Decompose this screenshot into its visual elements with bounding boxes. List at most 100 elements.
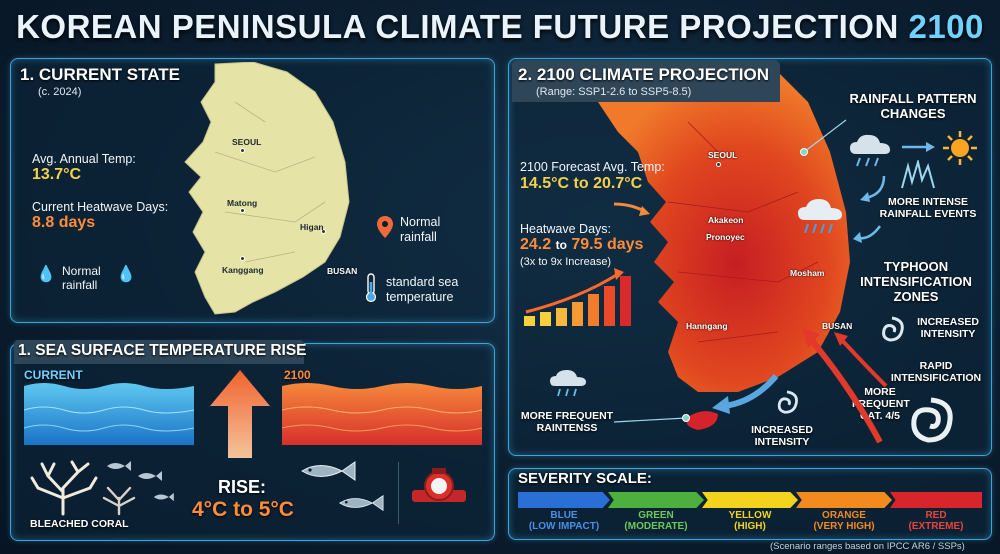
severity-label-blue: BLUE (LOW IMPACT) bbox=[514, 510, 614, 532]
rise-value: 4°C to 5°C bbox=[192, 498, 294, 521]
p-city-dot-seoul bbox=[716, 162, 721, 167]
title-year: 2100 bbox=[908, 8, 984, 45]
heatwave-label: Current Heatwave Days: bbox=[32, 200, 169, 214]
avg-temp-label: Avg. Annual Temp: bbox=[32, 152, 136, 166]
coral-small-icon bbox=[102, 486, 136, 516]
severity-bar-green bbox=[608, 492, 704, 508]
pointer-line-2 bbox=[613, 414, 690, 423]
bleached-coral-icon bbox=[30, 460, 98, 516]
arrow-to-map-icon bbox=[613, 202, 650, 216]
tuna-fish-icon-2 bbox=[338, 494, 384, 512]
city-dot-kanggang bbox=[240, 256, 245, 261]
curved-arrow-icon-2 bbox=[853, 225, 882, 243]
heatwave-days-value: 24.2 to 79.5 days bbox=[520, 236, 643, 254]
city-higan: Higan bbox=[300, 222, 324, 232]
severity-name-orange: ORANGE bbox=[822, 510, 866, 521]
city-busan: BUSAN bbox=[327, 266, 358, 276]
projection-tab bbox=[512, 60, 780, 102]
thermometer-icon bbox=[365, 273, 377, 303]
heatwave-high: 79.5 days bbox=[571, 236, 644, 253]
severity-name-yellow: YELLOW bbox=[728, 510, 772, 521]
forecast-temp-value: 14.5°C to 20.7°C bbox=[520, 175, 643, 192]
normal-rainfall-label-2: Normal rainfall bbox=[400, 215, 441, 244]
current-map bbox=[184, 62, 350, 315]
raindrop-icon-2: 💧 bbox=[116, 266, 136, 283]
p-city-pronoyec: Pronoyec bbox=[706, 232, 745, 242]
p-city-busan: BUSAN bbox=[822, 321, 853, 331]
heatwave-to: to bbox=[555, 238, 567, 252]
fish-icon-small-3 bbox=[153, 492, 174, 502]
severity-desc-green: (MODERATE) bbox=[624, 521, 688, 532]
projection-title: 2. 2100 CLIMATE PROJECTION bbox=[518, 65, 769, 84]
sea-surface-tab bbox=[14, 340, 304, 364]
sun-icon bbox=[943, 131, 977, 165]
rise-arrow-icon bbox=[210, 370, 270, 458]
severity-label-orange: ORANGE (VERY HIGH) bbox=[794, 510, 894, 532]
current-state-title: 1. CURRENT STATE bbox=[20, 65, 180, 84]
normal-rainfall-label: Normal rainfall bbox=[62, 264, 101, 293]
p-city-akakeon: Akakeon bbox=[708, 215, 744, 225]
sea-temp-label: standard sea temperature bbox=[386, 275, 459, 304]
current-sea-label: CURRENT bbox=[24, 368, 83, 382]
severity-desc-red: (EXTREME) bbox=[908, 521, 964, 532]
severity-label-green: GREEN (MODERATE) bbox=[606, 510, 706, 532]
severity-title: SEVERITY SCALE: bbox=[518, 470, 652, 487]
bleached-coral-label: BLEACHED CORAL bbox=[30, 518, 129, 530]
fish-icon-small-1 bbox=[107, 461, 131, 471]
lightning-bolt-icon bbox=[901, 160, 935, 189]
intense-rainfall-label: MORE INTENSE RAINFALL EVENTS bbox=[879, 196, 977, 221]
heatwave-days-label: Heatwave Days: bbox=[520, 222, 612, 236]
city-dot-higan bbox=[321, 229, 326, 234]
severity-name-blue: BLUE bbox=[550, 510, 578, 521]
severity-bar-blue bbox=[518, 492, 610, 508]
heatwave-low: 24.2 bbox=[520, 236, 552, 253]
severity-label-yellow: YELLOW (HIGH) bbox=[700, 510, 800, 532]
raindrop-icon: 💧 bbox=[36, 266, 56, 283]
water-meter-icon bbox=[412, 468, 466, 502]
severity-name-red: RED bbox=[925, 510, 947, 521]
rain-cloud-icon-2 bbox=[550, 370, 586, 397]
current-state-subtitle: (c. 2024) bbox=[38, 86, 82, 98]
severity-name-green: GREEN bbox=[638, 510, 674, 521]
location-pin-icon bbox=[377, 216, 393, 238]
p-city-mosham: Mosham bbox=[790, 268, 825, 278]
pointer-line bbox=[800, 119, 847, 156]
blue-arrow-icon bbox=[712, 374, 779, 414]
tuna-fish-icon bbox=[301, 461, 356, 481]
p-city-seoul: SEOUL bbox=[708, 150, 738, 160]
city-dot-seoul bbox=[240, 148, 245, 153]
severity-bar-yellow bbox=[702, 492, 798, 508]
arrow-right-icon bbox=[902, 142, 935, 152]
fish-icon-small-2 bbox=[138, 471, 162, 481]
red-arrow-icon bbox=[802, 328, 888, 444]
typhoon-heading: TYPHOON INTENSIFICATION ZONES bbox=[860, 259, 972, 304]
projection-map bbox=[598, 72, 850, 430]
typhoon-icon-small bbox=[882, 316, 904, 342]
severity-desc-yellow: (HIGH) bbox=[734, 521, 766, 532]
p-city-hanngang: Hanngang bbox=[686, 321, 728, 331]
title-text: KOREAN PENINSULA CLIMATE FUTURE PROJECTI… bbox=[16, 8, 899, 45]
increased-intensity-label: INCREASED INTENSITY bbox=[917, 316, 979, 341]
avg-temp-value: 13.7°C bbox=[32, 166, 82, 183]
rainfall-heading: RAINFALL PATTERN CHANGES bbox=[849, 91, 977, 121]
more-frequent-cat-label: MORE FREQUENT CAT. 4/5 bbox=[852, 386, 910, 423]
severity-desc-blue: (LOW IMPACT) bbox=[528, 521, 600, 532]
heatwave-note: (3x to 9x Increase) bbox=[520, 256, 612, 268]
sea-divider bbox=[398, 462, 399, 524]
sea-surface-title: 1. SEA SURFACE TEMPERATURE RISE bbox=[18, 342, 307, 359]
rise-label: RISE: bbox=[217, 477, 266, 497]
current-sea-swatch bbox=[24, 383, 194, 445]
more-frequent-rain-label: MORE FREQUENT RAINTENSS bbox=[520, 410, 614, 435]
future-sea-swatch bbox=[282, 383, 482, 445]
city-matong: Matong bbox=[227, 198, 258, 208]
heatwave-value: 8.8 days bbox=[32, 214, 96, 231]
typhoon-icon-large bbox=[911, 397, 953, 443]
city-kanggang: Kanggang bbox=[222, 265, 264, 275]
forecast-temp-label: 2100 Forecast Avg. Temp: bbox=[520, 160, 665, 174]
severity-desc-orange: (VERY HIGH) bbox=[813, 521, 875, 532]
footnote: (Scenario ranges based on IPCC AR6 / SSP… bbox=[770, 541, 965, 552]
storm-cloud-icon bbox=[798, 199, 842, 234]
curved-arrow-icon bbox=[860, 175, 886, 202]
city-dot-matong bbox=[240, 208, 245, 213]
rain-cloud-icon bbox=[850, 134, 890, 167]
